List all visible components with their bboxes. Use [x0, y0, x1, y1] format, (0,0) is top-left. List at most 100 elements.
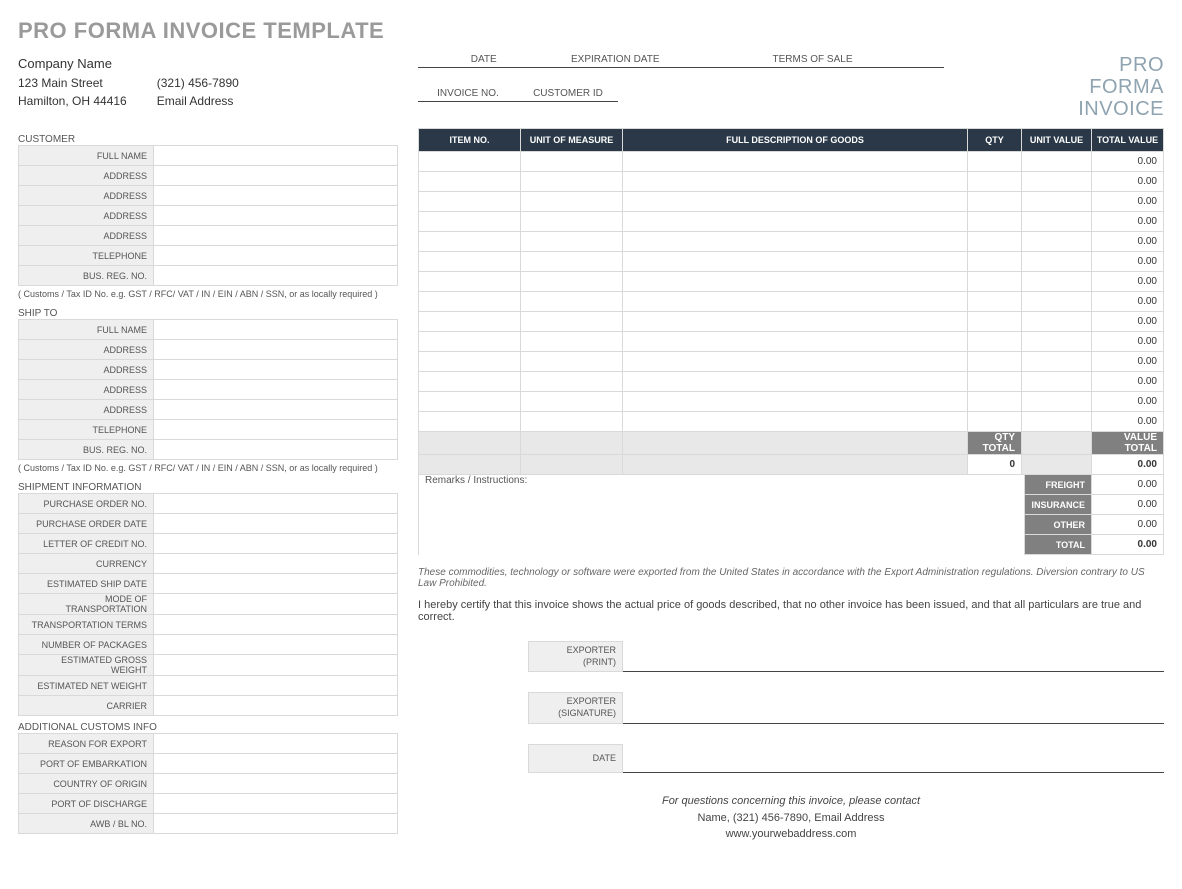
item-cell-3-3[interactable]: [968, 212, 1022, 232]
item-cell-2-3[interactable]: [968, 192, 1022, 212]
customer-value-2[interactable]: [154, 186, 398, 206]
item-cell-7-4[interactable]: [1022, 292, 1092, 312]
shipment-value-9[interactable]: [154, 676, 398, 696]
item-cell-12-3[interactable]: [968, 392, 1022, 412]
item-cell-7-0[interactable]: [419, 292, 521, 312]
additional-value-0[interactable]: [154, 734, 398, 754]
customer-value-4[interactable]: [154, 226, 398, 246]
item-cell-0-4[interactable]: [1022, 152, 1092, 172]
item-cell-9-1[interactable]: [521, 332, 623, 352]
shipment-value-10[interactable]: [154, 696, 398, 716]
item-cell-10-1[interactable]: [521, 352, 623, 372]
item-cell-6-0[interactable]: [419, 272, 521, 292]
item-cell-8-3[interactable]: [968, 312, 1022, 332]
customer-value-0[interactable]: [154, 146, 398, 166]
shipment-value-6[interactable]: [154, 615, 398, 635]
item-cell-8-2[interactable]: [623, 312, 968, 332]
item-cell-7-2[interactable]: [623, 292, 968, 312]
item-cell-11-4[interactable]: [1022, 372, 1092, 392]
item-cell-13-2[interactable]: [623, 412, 968, 432]
shipment-value-3[interactable]: [154, 554, 398, 574]
shipment-value-7[interactable]: [154, 635, 398, 655]
item-cell-13-4[interactable]: [1022, 412, 1092, 432]
item-cell-1-1[interactable]: [521, 172, 623, 192]
shipto-value-6[interactable]: [154, 440, 398, 460]
item-cell-12-1[interactable]: [521, 392, 623, 412]
item-cell-0-1[interactable]: [521, 152, 623, 172]
customer-value-6[interactable]: [154, 266, 398, 286]
item-cell-9-0[interactable]: [419, 332, 521, 352]
item-cell-12-4[interactable]: [1022, 392, 1092, 412]
item-cell-0-0[interactable]: [419, 152, 521, 172]
shipment-value-2[interactable]: [154, 534, 398, 554]
item-cell-3-1[interactable]: [521, 212, 623, 232]
item-cell-5-4[interactable]: [1022, 252, 1092, 272]
item-cell-9-4[interactable]: [1022, 332, 1092, 352]
customer-value-3[interactable]: [154, 206, 398, 226]
additional-value-2[interactable]: [154, 774, 398, 794]
item-cell-5-0[interactable]: [419, 252, 521, 272]
item-cell-6-2[interactable]: [623, 272, 968, 292]
shipto-value-5[interactable]: [154, 420, 398, 440]
shipment-value-0[interactable]: [154, 494, 398, 514]
item-cell-2-0[interactable]: [419, 192, 521, 212]
item-cell-11-0[interactable]: [419, 372, 521, 392]
item-cell-3-2[interactable]: [623, 212, 968, 232]
item-cell-11-2[interactable]: [623, 372, 968, 392]
shipto-value-3[interactable]: [154, 380, 398, 400]
item-cell-1-3[interactable]: [968, 172, 1022, 192]
shipment-value-8[interactable]: [154, 655, 398, 676]
item-cell-3-4[interactable]: [1022, 212, 1092, 232]
item-cell-5-1[interactable]: [521, 252, 623, 272]
shipto-value-0[interactable]: [154, 320, 398, 340]
item-cell-5-2[interactable]: [623, 252, 968, 272]
additional-value-4[interactable]: [154, 814, 398, 834]
item-cell-11-1[interactable]: [521, 372, 623, 392]
item-cell-10-2[interactable]: [623, 352, 968, 372]
shipto-value-2[interactable]: [154, 360, 398, 380]
item-cell-6-3[interactable]: [968, 272, 1022, 292]
date-line[interactable]: [623, 772, 1164, 773]
item-cell-4-2[interactable]: [623, 232, 968, 252]
exporter-print-line[interactable]: [623, 671, 1164, 672]
item-cell-10-3[interactable]: [968, 352, 1022, 372]
item-cell-1-0[interactable]: [419, 172, 521, 192]
item-cell-4-0[interactable]: [419, 232, 521, 252]
customer-value-1[interactable]: [154, 166, 398, 186]
item-cell-4-4[interactable]: [1022, 232, 1092, 252]
item-cell-4-1[interactable]: [521, 232, 623, 252]
shipto-value-4[interactable]: [154, 400, 398, 420]
item-cell-2-4[interactable]: [1022, 192, 1092, 212]
item-cell-1-4[interactable]: [1022, 172, 1092, 192]
item-cell-2-1[interactable]: [521, 192, 623, 212]
item-cell-4-3[interactable]: [968, 232, 1022, 252]
item-cell-12-0[interactable]: [419, 392, 521, 412]
item-cell-6-4[interactable]: [1022, 272, 1092, 292]
item-cell-6-1[interactable]: [521, 272, 623, 292]
shipto-value-1[interactable]: [154, 340, 398, 360]
item-cell-12-2[interactable]: [623, 392, 968, 412]
item-cell-10-4[interactable]: [1022, 352, 1092, 372]
exporter-signature-line[interactable]: [623, 723, 1164, 724]
item-cell-1-2[interactable]: [623, 172, 968, 192]
additional-value-1[interactable]: [154, 754, 398, 774]
item-cell-9-2[interactable]: [623, 332, 968, 352]
item-cell-11-3[interactable]: [968, 372, 1022, 392]
item-cell-8-0[interactable]: [419, 312, 521, 332]
shipment-value-1[interactable]: [154, 514, 398, 534]
item-cell-0-2[interactable]: [623, 152, 968, 172]
item-cell-13-3[interactable]: [968, 412, 1022, 432]
shipment-value-5[interactable]: [154, 594, 398, 615]
item-cell-2-2[interactable]: [623, 192, 968, 212]
item-cell-9-3[interactable]: [968, 332, 1022, 352]
item-cell-7-1[interactable]: [521, 292, 623, 312]
item-cell-13-0[interactable]: [419, 412, 521, 432]
item-cell-13-1[interactable]: [521, 412, 623, 432]
item-cell-5-3[interactable]: [968, 252, 1022, 272]
item-cell-10-0[interactable]: [419, 352, 521, 372]
additional-value-3[interactable]: [154, 794, 398, 814]
shipment-value-4[interactable]: [154, 574, 398, 594]
customer-value-5[interactable]: [154, 246, 398, 266]
item-cell-0-3[interactable]: [968, 152, 1022, 172]
item-cell-7-3[interactable]: [968, 292, 1022, 312]
